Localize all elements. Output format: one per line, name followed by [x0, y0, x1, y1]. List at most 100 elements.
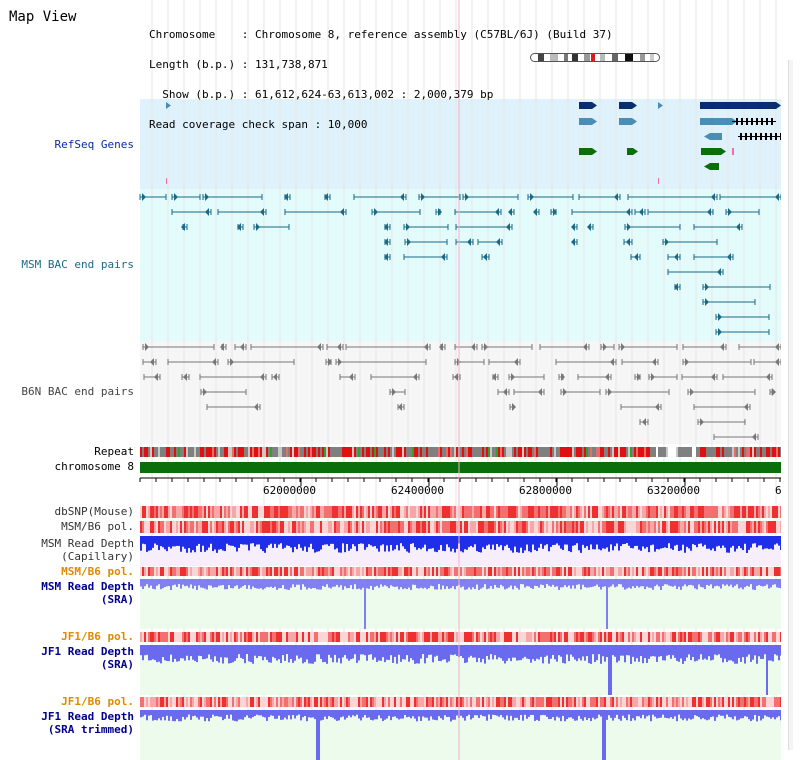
msm-depth-sra-bar	[498, 579, 500, 588]
msm-depth-capillary-bar	[276, 536, 278, 548]
msm-depth-sra-bar	[678, 579, 680, 587]
msm-depth-capillary-bar	[348, 536, 350, 551]
msm-bac-pair-arrow	[530, 193, 534, 201]
jf1-depth-sra-bar	[146, 645, 148, 655]
jf1-pol-2-heatmap-cell	[620, 697, 622, 707]
dbsnp-heatmap-cell	[664, 506, 666, 518]
chromosome-ideogram[interactable]	[530, 53, 660, 62]
msm-pol-heatmap-cell	[278, 521, 280, 533]
dbsnp-heatmap-cell	[240, 506, 242, 518]
scrollbar-track[interactable]	[788, 60, 793, 750]
msm-depth-capillary-bar	[510, 536, 512, 551]
repeat-segment	[298, 447, 300, 457]
jf1-pol-2-heatmap-cell	[478, 697, 480, 707]
msm-depth-capillary-bar	[570, 536, 572, 553]
jf1-pol-heatmap-cell	[144, 632, 146, 642]
msm-pol-2-heatmap-cell	[186, 567, 188, 576]
msm-depth-sra-bar	[142, 579, 144, 589]
track-label-msm-depth-cap[interactable]: MSM Read Depth	[41, 537, 134, 550]
repeat-segment	[704, 447, 706, 457]
msm-pol-2-heatmap-cell	[170, 567, 172, 576]
refseq-genes-track[interactable]	[166, 102, 782, 184]
jf1-pol-heatmap-cell	[508, 632, 510, 642]
msm-pol-heatmap-cell	[380, 521, 382, 533]
dbsnp-heatmap-cell	[200, 506, 202, 518]
track-label-msm-bac[interactable]: MSM BAC end pairs	[21, 258, 134, 271]
jf1-depth-trimmed-bar	[714, 710, 716, 721]
track-label-b6n-bac[interactable]: B6N BAC end pairs	[21, 385, 134, 398]
jf1-pol-heatmap-cell	[692, 632, 694, 642]
repeat-track[interactable]	[140, 447, 781, 457]
jf1-depth-trimmed-bar	[332, 710, 334, 718]
track-label-chromosome[interactable]: chromosome 8	[54, 460, 134, 473]
track-label-msm-depth-sra[interactable]: MSM Read Depth	[41, 580, 134, 593]
msm-depth-capillary-bar	[610, 536, 612, 545]
jf1-depth-sra-bar	[708, 645, 710, 657]
msm-pol-2-heatmap-cell	[758, 567, 760, 576]
msm-depth-capillary-bar	[422, 536, 424, 548]
msm-pol-heatmap-cell	[646, 521, 648, 533]
jf1-depth-sra-bar	[652, 645, 654, 657]
jf1-depth-sra-bar	[356, 645, 358, 663]
track-label-msm-pol[interactable]: MSM/B6 pol.	[61, 520, 134, 533]
jf1-pol-heatmap-cell	[422, 632, 424, 642]
msm-pol-heatmap-cell	[774, 521, 776, 533]
jf1-depth-trimmed-bar	[750, 710, 752, 722]
jf1-depth-sra-bar	[444, 645, 446, 660]
repeat-segment	[700, 447, 702, 457]
msm-pol-2-heatmap-cell	[440, 567, 442, 576]
msm-bac-end-pairs-track[interactable]	[139, 193, 782, 336]
track-label-jf1-depth-sra[interactable]: JF1 Read Depth	[41, 645, 134, 658]
msm-depth-capillary-bar	[410, 536, 412, 544]
msm-depth-sra-bar	[258, 579, 260, 589]
track-label-msm-pol-2[interactable]: MSM/B6 pol.	[61, 565, 134, 578]
msm-depth-capillary-bar	[662, 536, 664, 549]
chromosome-bar[interactable]	[140, 462, 781, 473]
jf1-pol-2-heatmap-cell	[292, 697, 294, 707]
msm-depth-sra-bar	[212, 579, 214, 588]
jf1-pol-heatmap-cell	[154, 632, 156, 642]
dbsnp-heatmap-cell	[528, 506, 530, 518]
track-label-repeat[interactable]: Repeat	[94, 445, 134, 458]
repeat-segment	[754, 447, 756, 457]
jf1-pol-heatmap-cell	[256, 632, 258, 642]
jf1-depth-sra-bar	[740, 645, 742, 662]
jf1-pol-2-heatmap-cell	[740, 697, 742, 707]
track-label-dbsnp[interactable]: dbSNP(Mouse)	[54, 505, 134, 518]
msm-depth-capillary-bar	[268, 536, 270, 546]
msm-depth-capillary-bar	[414, 536, 416, 548]
jf1-depth-sra-bar	[516, 645, 518, 661]
b6n-bac-pair-arrow	[203, 388, 207, 396]
repeat-segment	[486, 447, 488, 457]
track-label-jf1-pol-2[interactable]: JF1/B6 pol.	[61, 695, 134, 708]
jf1-depth-sra-bar	[676, 645, 678, 661]
dbsnp-heatmap-cell	[682, 506, 684, 518]
jf1-depth-trimmed-bar	[216, 710, 218, 717]
track-label-jf1-depth-trim[interactable]: JF1 Read Depth	[41, 710, 134, 723]
vertical-scrollbar[interactable]	[781, 0, 800, 760]
jf1-depth-sra-bar	[312, 645, 314, 664]
msm-depth-sra-bar	[600, 579, 602, 590]
jf1-pol-2-heatmap-cell	[776, 697, 778, 707]
jf1-depth-trimmed-bar	[650, 710, 652, 722]
jf1-depth-trimmed-bar	[470, 710, 472, 720]
gene-exon	[760, 133, 762, 140]
jf1-depth-sra-bar	[774, 645, 776, 655]
jf1-depth-sra-bar	[382, 645, 384, 658]
jf1-pol-heatmap-cell	[200, 632, 202, 642]
repeat-segment	[212, 447, 214, 457]
jf1-pol-2-heatmap-cell	[198, 697, 200, 707]
track-label-refseq[interactable]: RefSeq Genes	[54, 138, 134, 151]
dbsnp-heatmap-cell	[292, 506, 294, 518]
b6n-bac-end-pairs-track[interactable]	[142, 343, 782, 441]
track-label-jf1-pol[interactable]: JF1/B6 pol.	[61, 630, 134, 643]
dbsnp-heatmap-cell	[606, 506, 608, 518]
msm-pol-heatmap-cell	[338, 521, 340, 533]
msm-depth-sra-bar	[618, 579, 620, 585]
jf1-depth-trimmed-bar	[180, 710, 182, 722]
msm-depth-capillary-bar	[214, 536, 216, 550]
dbsnp-heatmap-cell	[466, 506, 468, 518]
jf1-pol-heatmap-cell	[608, 632, 610, 642]
msm-pol-heatmap-cell	[150, 521, 152, 533]
msm-depth-capillary-bar	[254, 536, 256, 547]
